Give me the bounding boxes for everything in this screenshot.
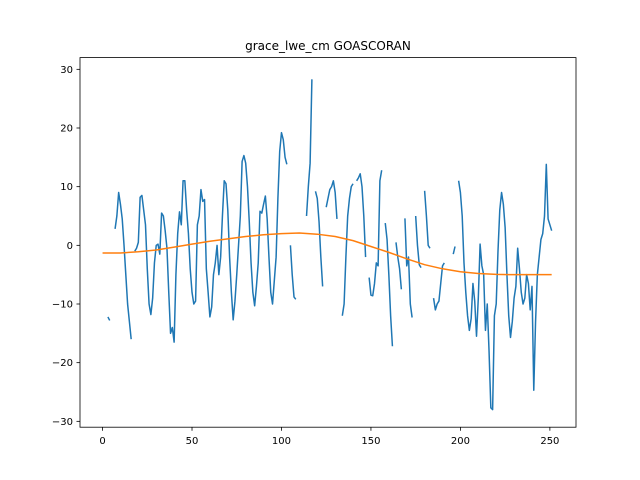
series-1-line-segment-15	[423, 190, 431, 249]
x-tick-label: 250	[540, 436, 559, 447]
series-1-line-segment-8	[341, 183, 354, 316]
series-1-line-segment-18	[457, 163, 553, 411]
chart-title: grace_lwe_cm GOASCORAN	[245, 39, 411, 53]
x-tick-label: 50	[186, 436, 199, 447]
series-1-line-segment-13	[404, 218, 413, 318]
y-tick-label: 30	[60, 65, 73, 76]
series-1-line-segment-4	[289, 245, 297, 300]
series-1-line-segment-7	[325, 180, 338, 219]
x-tick-label: 100	[272, 436, 291, 447]
series-1-line-segment-1	[107, 316, 111, 321]
series-layer	[102, 79, 553, 411]
y-axis: −30 −20 −10 0 10 20 30	[52, 65, 80, 428]
series-1-line-segment-2	[114, 191, 132, 340]
series-1-line-segment-6	[314, 191, 324, 287]
y-tick-label: 20	[60, 124, 73, 135]
y-tick-label: −20	[52, 358, 73, 369]
series-1-line-segment-17	[452, 246, 456, 255]
series-1-line-segment-3	[134, 131, 288, 343]
series-1-line-segment-14	[414, 215, 422, 269]
y-tick-label: 10	[60, 182, 73, 193]
series-1-line-segment-9	[355, 173, 367, 258]
series-1-line-segment-10	[368, 170, 383, 297]
y-tick-label: 0	[67, 241, 73, 252]
series-2-line-segment-1	[102, 232, 552, 276]
x-tick-label: 200	[451, 436, 470, 447]
series-1-line-segment-11	[384, 222, 394, 347]
y-tick-label: −10	[52, 300, 73, 311]
x-tick-label: 0	[99, 436, 105, 447]
plot-frame	[79, 57, 577, 428]
y-tick-label: −30	[52, 417, 73, 428]
x-tick-label: 150	[361, 436, 380, 447]
x-axis: 0 50 100 150 200 250	[99, 427, 559, 447]
series-1-line-segment-12	[395, 242, 403, 290]
series-1-line-segment-16	[432, 262, 445, 311]
series-1-line-segment-5	[305, 79, 313, 217]
